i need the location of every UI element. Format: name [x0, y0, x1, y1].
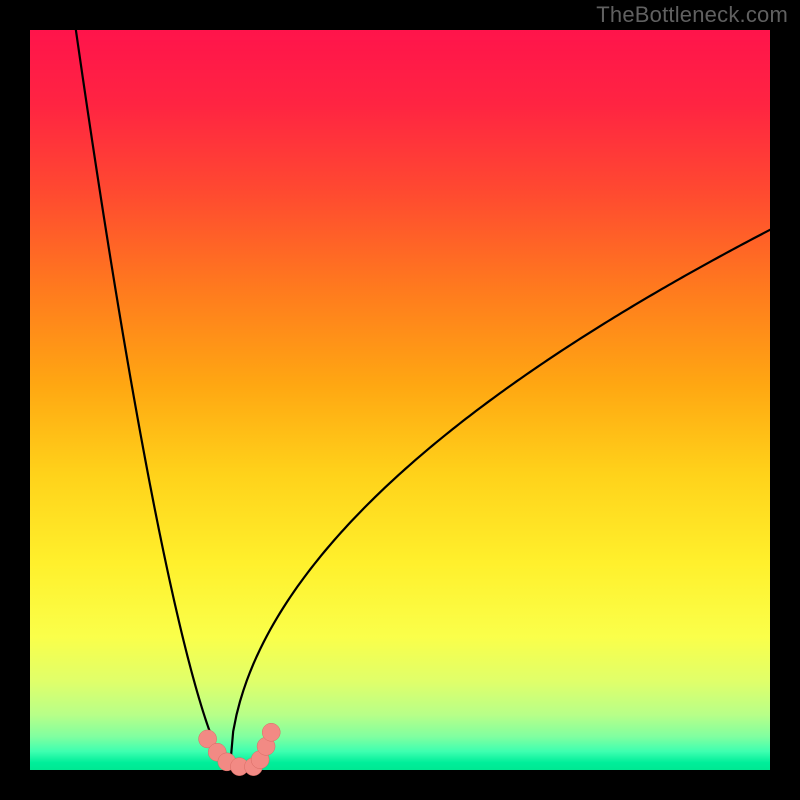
gradient-background: [30, 30, 770, 770]
attribution-text: TheBottleneck.com: [596, 2, 788, 28]
plot-frame: [30, 30, 770, 770]
chart-container: TheBottleneck.com: [0, 0, 800, 800]
